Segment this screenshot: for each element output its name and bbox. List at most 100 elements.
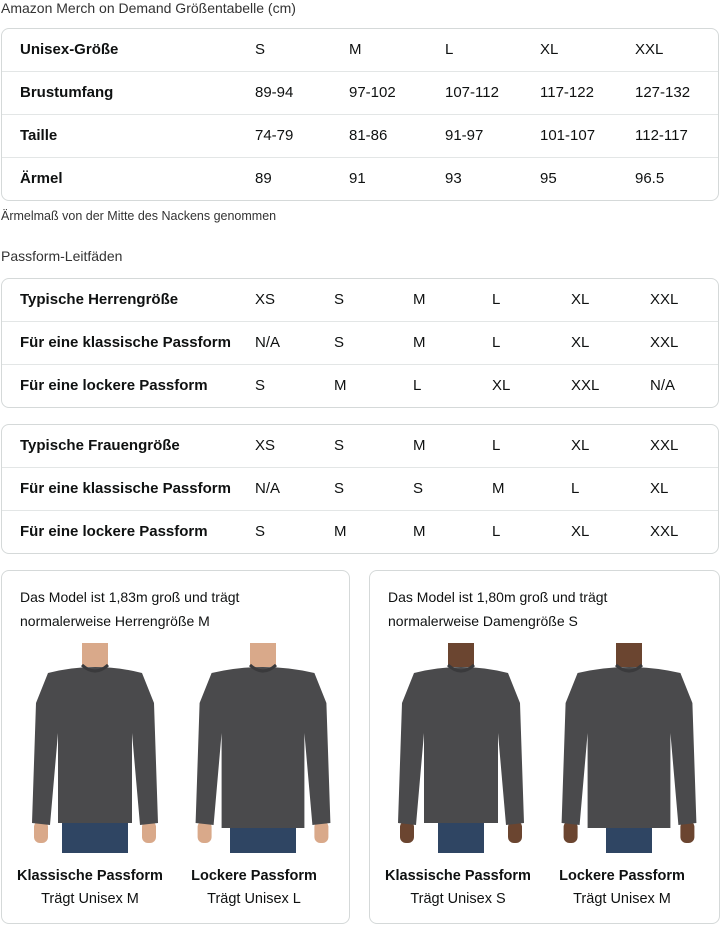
women-model-card: Das Model ist 1,80m groß und trägt norma…: [369, 570, 720, 924]
model-photo: [20, 643, 170, 853]
left-hand: [197, 821, 212, 843]
men-model-card: Das Model ist 1,83m groß und trägt norma…: [1, 570, 350, 924]
left-hand: [400, 821, 414, 843]
table-row: Für eine klassische Passform N/A S M L XL XXL: [2, 321, 718, 364]
sweater: [195, 667, 331, 828]
row-label: Ärmel: [20, 170, 63, 187]
table-row: Unisex-Größe S M L XL XXL: [2, 29, 718, 71]
worn-size: Trägt Unisex L: [207, 891, 301, 907]
model-photo: [188, 643, 338, 853]
fit-name: Lockere Passform: [559, 868, 685, 884]
table-row: Für eine klassische Passform N/A S S M L XL: [2, 467, 718, 510]
table-row: Für eine lockere Passform S M L XL XXL N/A: [2, 364, 718, 407]
neck: [250, 643, 276, 667]
table-cell: N/A: [255, 334, 281, 351]
table-cell: 107-112: [445, 84, 499, 101]
table-row: Für eine lockere Passform S M M L XL XXL: [2, 510, 718, 553]
page-title: Amazon Merch on Demand Größentabelle (cm…: [1, 0, 296, 16]
model-photo: [554, 643, 704, 853]
table-cell: S: [255, 523, 266, 540]
table-cell: XXL: [650, 523, 679, 540]
table-cell: L: [492, 523, 501, 540]
row-label: Für eine klassische Passform: [20, 334, 231, 351]
table-cell: S: [334, 334, 345, 351]
table-cell: 93: [445, 170, 462, 187]
sleeve-note: Ärmelmaß von der Mitte des Nackens genom…: [1, 209, 277, 223]
table-cell: 74-79: [255, 127, 294, 144]
table-cell: M: [413, 437, 426, 454]
model-description: Das Model ist 1,83m groß und trägt norma…: [20, 589, 240, 629]
table-cell: L: [571, 480, 580, 497]
table-cell: XXL: [571, 377, 600, 394]
table-cell: XL: [571, 334, 590, 351]
table-cell: XS: [255, 437, 276, 454]
left-hand: [34, 821, 48, 843]
table-cell: M: [413, 523, 426, 540]
size-table: Unisex-Größe S M L XL XXL Brustumfang 89-94 97-1…: [1, 28, 719, 201]
sweater: [32, 667, 158, 825]
left-hand: [563, 821, 578, 843]
table-cell: XXL: [650, 291, 679, 308]
row-label: Typische Frauengröße: [20, 437, 180, 454]
table-cell: 96.5: [635, 170, 665, 187]
table-cell: XXL: [650, 334, 679, 351]
row-label: Brustumfang: [20, 84, 114, 101]
model-description: Das Model ist 1,80m groß und trägt norma…: [388, 589, 608, 629]
table-cell: XS: [255, 291, 276, 308]
table-row: Typische Herrengröße XS S M L XL XXL: [2, 279, 718, 321]
men-fit-table: Typische Herrengröße XS S M L XL XXL Für eine k…: [1, 278, 719, 408]
table-cell: XL: [571, 291, 590, 308]
table-cell: M: [492, 480, 505, 497]
table-cell: N/A: [650, 377, 676, 394]
collar: [80, 663, 110, 673]
jeans: [62, 821, 128, 853]
neck: [82, 643, 108, 667]
model-photo: [386, 643, 536, 853]
table-cell: L: [445, 41, 454, 58]
row-label: Für eine lockere Passform: [20, 523, 208, 540]
table-cell: XL: [650, 480, 669, 497]
table-cell: 101-107: [540, 127, 596, 144]
fit-caption: Lockere Passform Trägt Unisex M: [542, 865, 702, 911]
table-cell: 89: [255, 170, 272, 187]
table-cell: XL: [571, 437, 590, 454]
collar: [614, 663, 644, 673]
table-cell: 112-117: [635, 127, 688, 144]
table-cell: 81-86: [349, 127, 388, 144]
table-cell: XL: [540, 41, 559, 58]
worn-size: Trägt Unisex S: [410, 891, 506, 907]
table-cell: L: [492, 437, 501, 454]
right-hand: [314, 821, 329, 843]
fit-caption: Klassische Passform Trägt Unisex S: [378, 865, 538, 911]
table-cell: L: [492, 334, 501, 351]
worn-size: Trägt Unisex M: [41, 891, 139, 907]
table-cell: 97-102: [349, 84, 396, 101]
right-hand: [680, 821, 695, 843]
table-cell: S: [334, 291, 345, 308]
table-cell: XL: [492, 377, 511, 394]
table-cell: M: [413, 291, 426, 308]
jeans: [438, 821, 484, 853]
table-cell: 89-94: [255, 84, 294, 101]
table-cell: L: [413, 377, 422, 394]
table-cell: S: [255, 41, 266, 58]
fit-guide-heading: Passform-Leitfäden: [1, 248, 123, 264]
table-cell: M: [334, 523, 347, 540]
fit-caption: Lockere Passform Trägt Unisex L: [174, 865, 334, 911]
table-cell: XL: [571, 523, 590, 540]
neck: [448, 643, 474, 667]
worn-size: Trägt Unisex M: [573, 891, 671, 907]
table-row: Brustumfang 89-94 97-102 107-112 117-122 127-…: [2, 71, 718, 114]
right-hand: [508, 821, 522, 843]
table-cell: S: [413, 480, 424, 497]
row-label: Taille: [20, 127, 58, 144]
table-cell: M: [413, 334, 426, 351]
table-cell: N/A: [255, 480, 281, 497]
row-label: Für eine lockere Passform: [20, 377, 208, 394]
table-cell: S: [255, 377, 266, 394]
table-cell: M: [349, 41, 362, 58]
right-hand: [142, 821, 156, 843]
table-cell: 117-122: [540, 84, 594, 101]
table-cell: XXL: [635, 41, 664, 58]
fit-caption: Klassische Passform Trägt Unisex M: [10, 865, 170, 911]
